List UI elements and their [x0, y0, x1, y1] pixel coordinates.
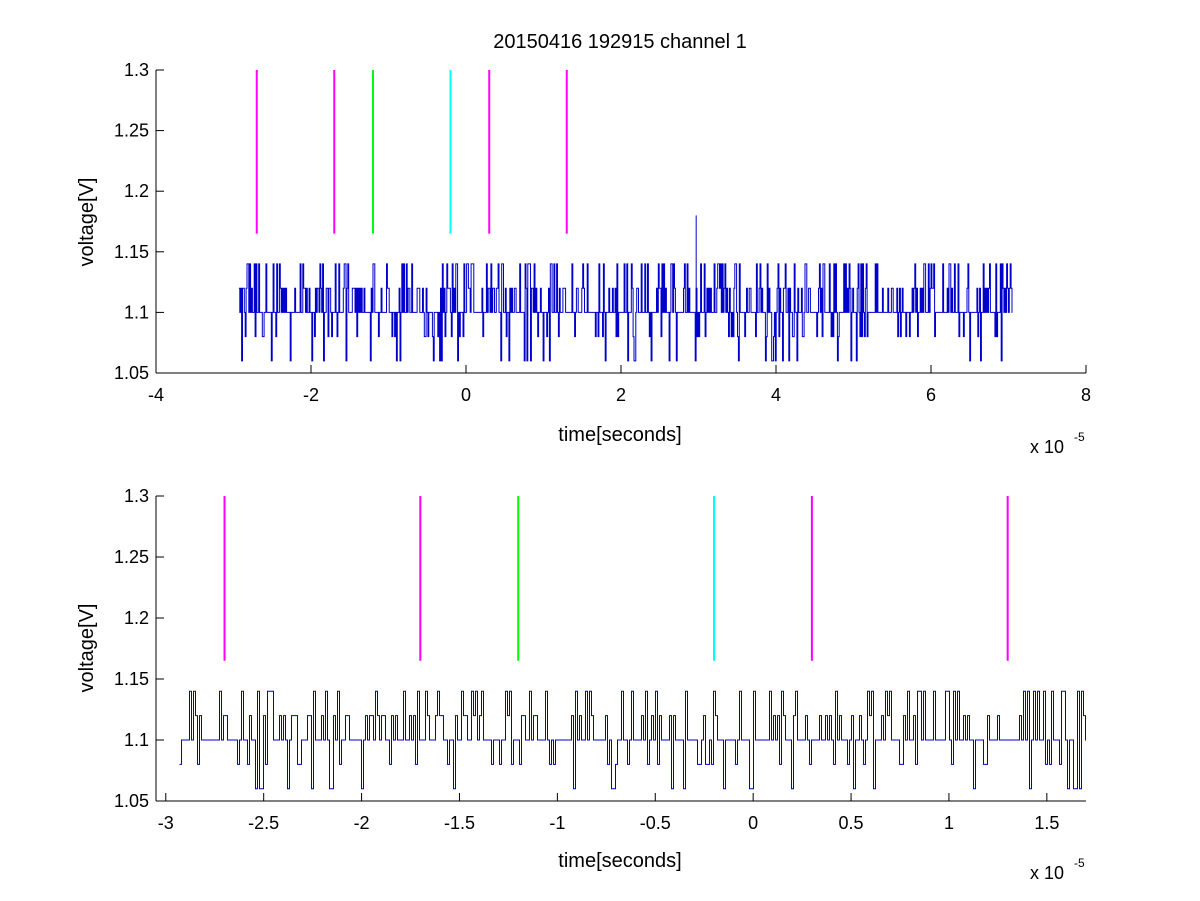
bottom-x-tick-label: -2.5	[248, 813, 279, 833]
top-x-multiplier: x 10	[1030, 437, 1064, 457]
top-plot: -4 -2 0 2 4 6 8 1.05 1.1 1.15 1.2 1.25 1.3 time[seco…	[76, 60, 1091, 457]
top-x-tick-label: 8	[1081, 385, 1091, 405]
bottom-x-tick-label: -2	[354, 813, 370, 833]
bottom-plot-axes: -3 -2.5 -2 -1.5 -1 -0.5 0 0.5 1 1.5 1.05 1.1 1.15 1.2…	[114, 486, 1086, 833]
top-y-tick-label: 1.3	[124, 60, 149, 80]
bottom-y-tick-label: 1.05	[114, 791, 149, 811]
bottom-x-multiplier-exponent: -5	[1074, 856, 1085, 870]
top-signal-trace	[238, 263, 1013, 362]
bottom-x-tick-label: -1	[549, 813, 565, 833]
top-x-tick-label: 6	[926, 385, 936, 405]
bottom-plot-marks	[179, 496, 1086, 790]
top-y-tick-label: 1.25	[114, 121, 149, 141]
bottom-x-tick-label: 0.5	[839, 813, 864, 833]
bottom-x-tick-label: -1.5	[444, 813, 475, 833]
top-plot-axes: -4 -2 0 2 4 6 8 1.05 1.1 1.15 1.2 1.25 1.3	[114, 60, 1091, 405]
top-x-multiplier-exponent: -5	[1074, 430, 1085, 444]
chart-title: 20150416 192915 channel 1	[493, 31, 747, 53]
bottom-y-tick-label: 1.1	[124, 730, 149, 750]
bottom-signal-trace	[179, 690, 1086, 790]
top-plot-marks	[238, 70, 1013, 362]
top-y-tick-label: 1.15	[114, 242, 149, 262]
top-x-tick-label: -4	[148, 385, 164, 405]
top-x-tick-label: 0	[461, 385, 471, 405]
bottom-y-tick-label: 1.3	[124, 486, 149, 506]
bottom-x-tick-label: -3	[158, 813, 174, 833]
bottom-x-axis-label: time[seconds]	[558, 850, 681, 872]
bottom-y-axis-label: voltage[V]	[76, 604, 98, 693]
top-y-tick-label: 1.05	[114, 363, 149, 383]
bottom-x-tick-label: -0.5	[640, 813, 671, 833]
bottom-x-tick-label: 1	[944, 813, 954, 833]
bottom-x-multiplier: x 10	[1030, 863, 1064, 883]
bottom-y-tick-label: 1.25	[114, 547, 149, 567]
top-x-axis-label: time[seconds]	[558, 424, 681, 446]
top-x-tick-label: -2	[303, 385, 319, 405]
top-x-tick-label: 2	[616, 385, 626, 405]
bottom-x-tick-label: 0	[748, 813, 758, 833]
top-y-tick-label: 1.1	[124, 302, 149, 322]
top-x-tick-label: 4	[771, 385, 781, 405]
bottom-plot: -3 -2.5 -2 -1.5 -1 -0.5 0 0.5 1 1.5 1.05 1.1 1.15 1.2…	[76, 486, 1086, 883]
bottom-x-tick-label: 1.5	[1034, 813, 1059, 833]
top-y-axis-label: voltage[V]	[76, 178, 98, 267]
top-y-tick-label: 1.2	[124, 181, 149, 201]
bottom-y-tick-label: 1.2	[124, 608, 149, 628]
bottom-y-tick-label: 1.15	[114, 669, 149, 689]
